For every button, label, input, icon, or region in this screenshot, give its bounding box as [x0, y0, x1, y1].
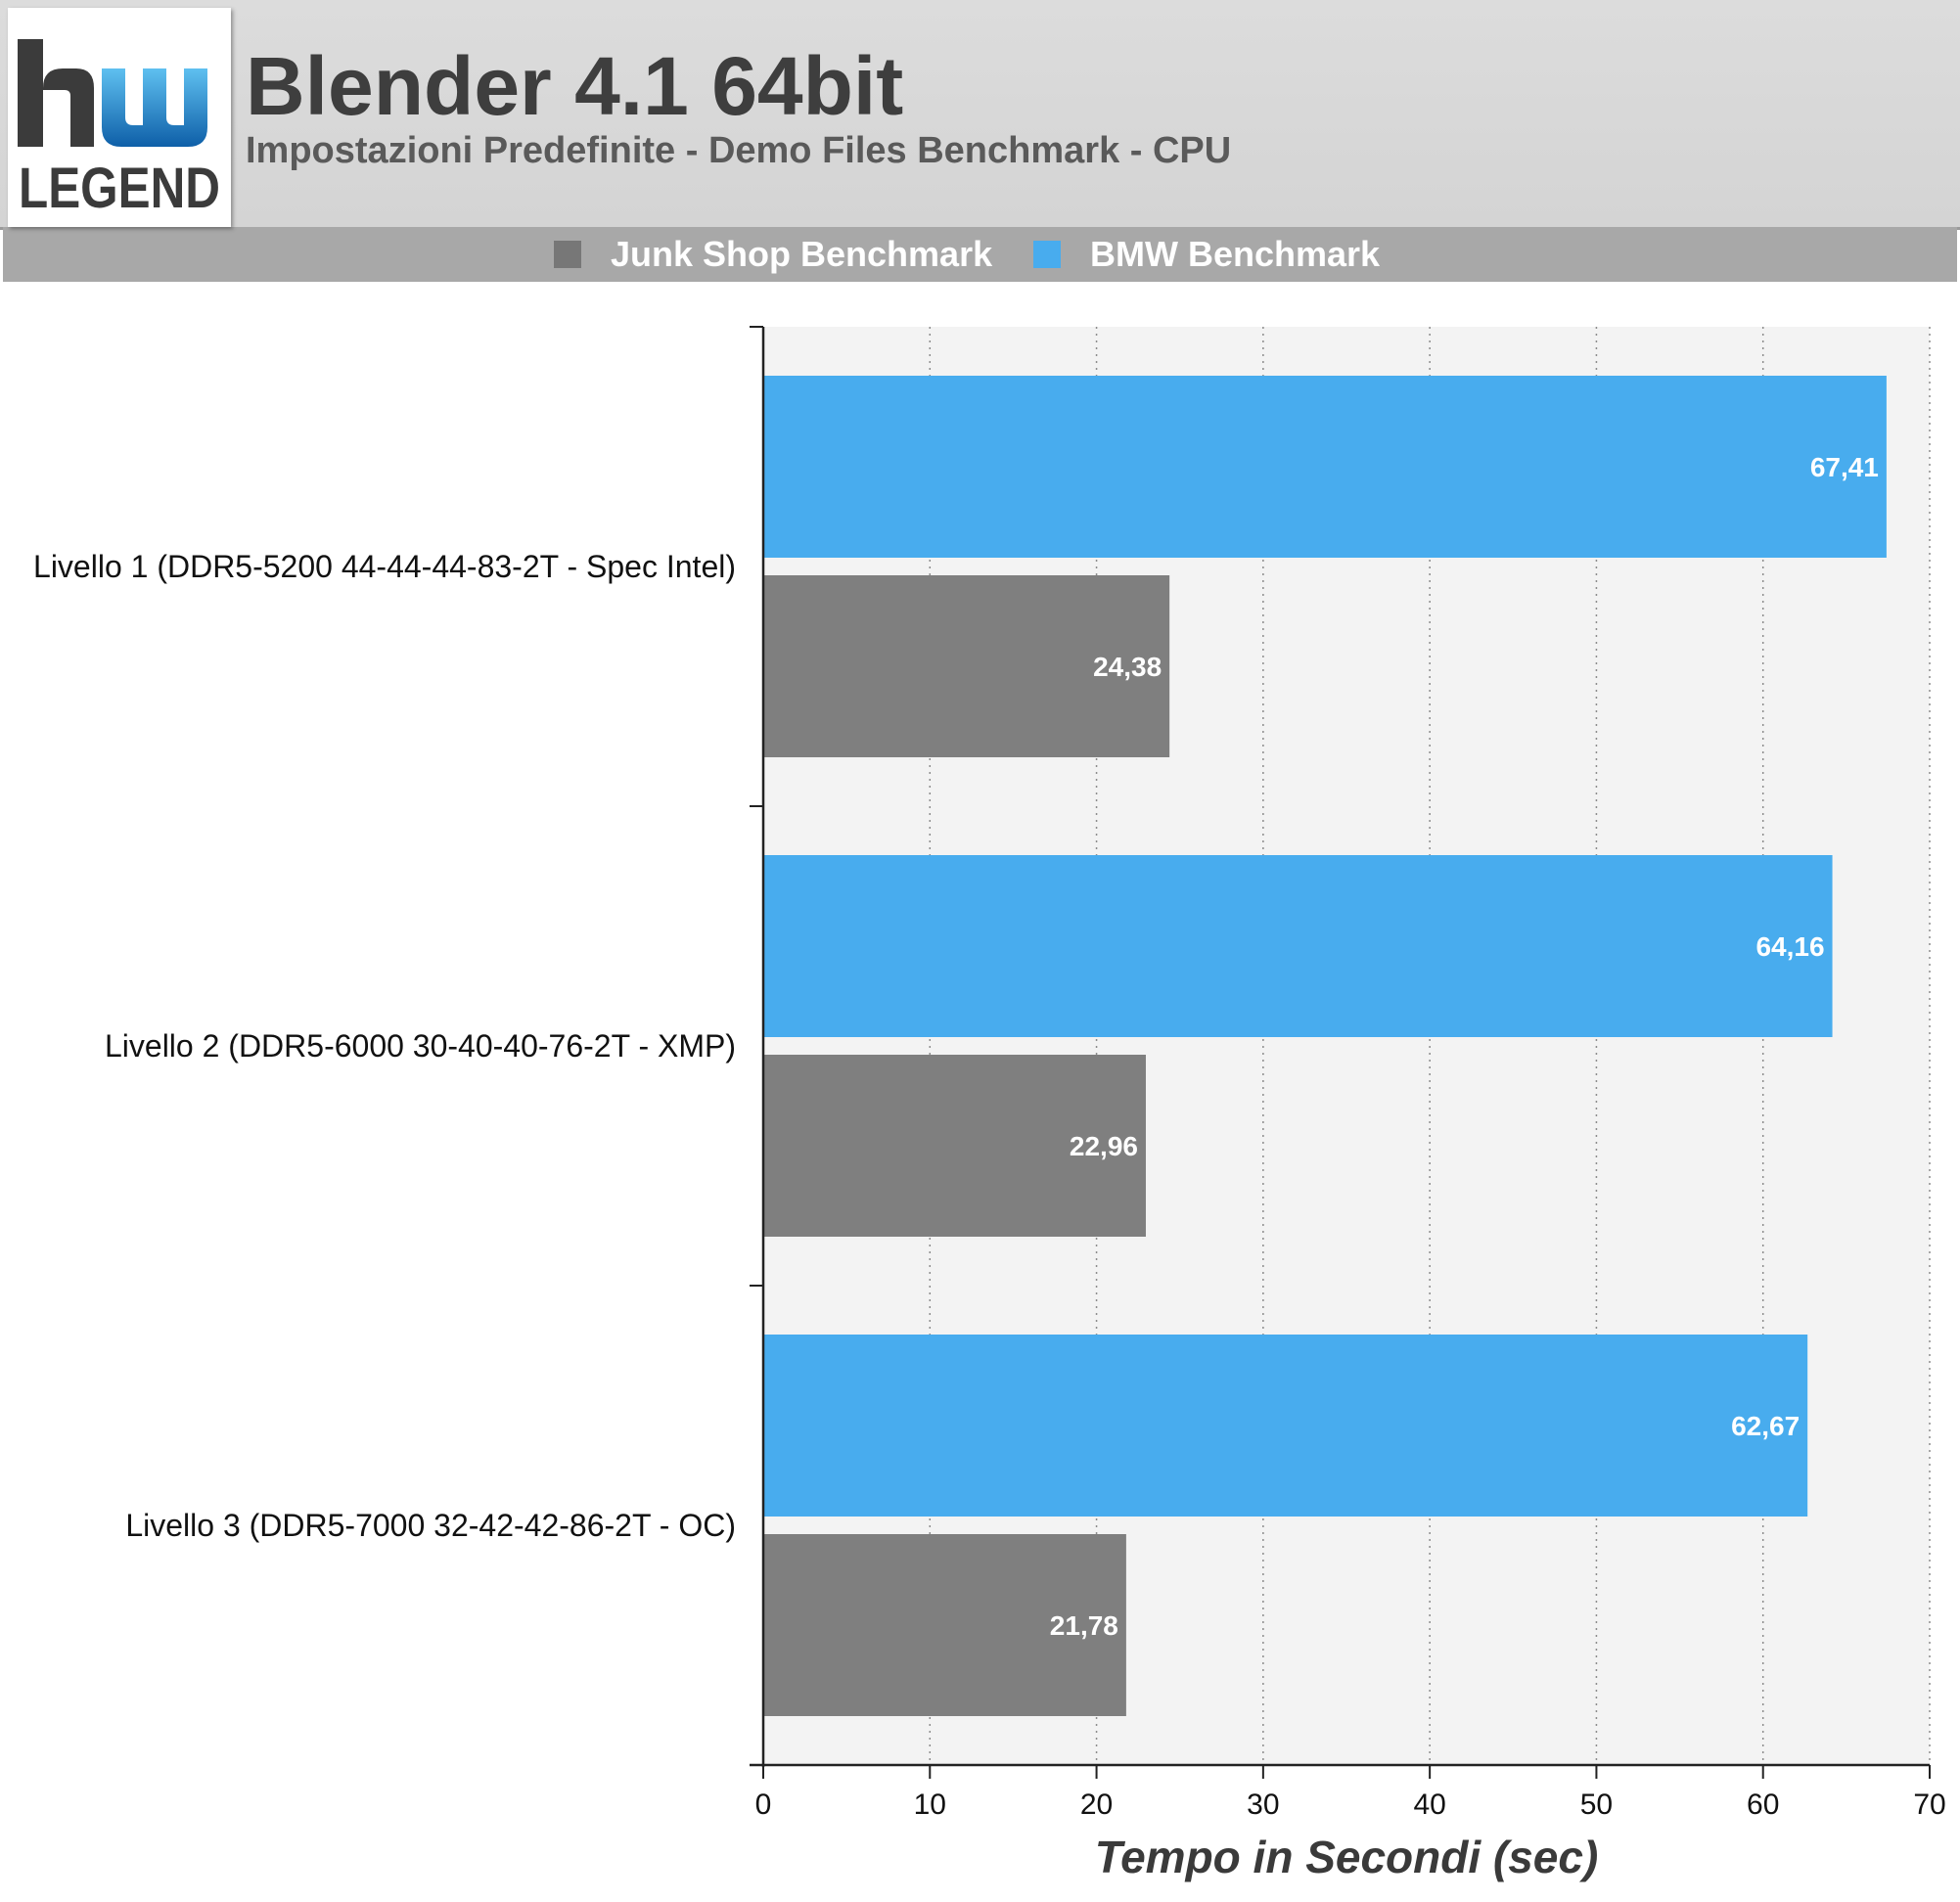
plot-area — [763, 327, 1930, 1765]
value-label-bmw-1: 67,41 — [1810, 452, 1879, 482]
bar-bmw-2 — [763, 855, 1833, 1037]
legend-swatch-junk-shop — [554, 241, 581, 268]
category-label-2: Livello 2 (DDR5-6000 30-40-40-76-2T - XM… — [105, 1028, 736, 1064]
value-label-bmw-3: 62,67 — [1731, 1411, 1800, 1441]
bar-junk-shop-1 — [763, 575, 1170, 757]
category-label-1: Livello 1 (DDR5-5200 44-44-44-83-2T - Sp… — [33, 549, 736, 584]
x-tick-label-50: 50 — [1580, 1789, 1613, 1821]
page-subtitle: Impostazioni Predefinite - Demo Files Be… — [246, 130, 1232, 171]
bar-bmw-1 — [763, 376, 1887, 558]
value-label-bmw-2: 64,16 — [1755, 931, 1824, 962]
legend-item-junk-shop: Junk Shop Benchmark — [554, 227, 992, 282]
page-title: Blender 4.1 64bit — [246, 40, 904, 132]
category-label-3: Livello 3 (DDR5-7000 32-42-42-86-2T - OC… — [125, 1508, 736, 1543]
x-tick-label-60: 60 — [1747, 1789, 1779, 1821]
legend-swatch-bmw — [1033, 241, 1061, 268]
value-label-junk-shop-3: 21,78 — [1050, 1610, 1118, 1641]
legend-label-bmw: BMW Benchmark — [1090, 234, 1381, 274]
x-tick-label-10: 10 — [914, 1789, 946, 1821]
x-tick-label-70: 70 — [1913, 1789, 1945, 1821]
logo-graphic: LEGEND — [18, 39, 220, 220]
legend-bar — [3, 227, 1957, 282]
bar-junk-shop-2 — [763, 1055, 1146, 1237]
bar-bmw-3 — [763, 1335, 1808, 1517]
legend-label-junk-shop: Junk Shop Benchmark — [611, 234, 993, 274]
x-tick-label-0: 0 — [755, 1789, 772, 1821]
value-label-junk-shop-2: 22,96 — [1070, 1131, 1138, 1161]
x-tick-label-30: 30 — [1247, 1789, 1279, 1821]
hwlegend-logo-icon: LEGEND — [8, 8, 231, 227]
logo-text: LEGEND — [19, 157, 220, 220]
x-tick-label-20: 20 — [1080, 1789, 1113, 1821]
value-label-junk-shop-1: 24,38 — [1093, 652, 1162, 682]
bar-junk-shop-3 — [763, 1534, 1126, 1716]
legend-item-bmw: BMW Benchmark — [1033, 227, 1380, 282]
x-tick-label-40: 40 — [1413, 1789, 1445, 1821]
x-axis-title: Tempo in Secondi (sec) — [1095, 1832, 1599, 1882]
